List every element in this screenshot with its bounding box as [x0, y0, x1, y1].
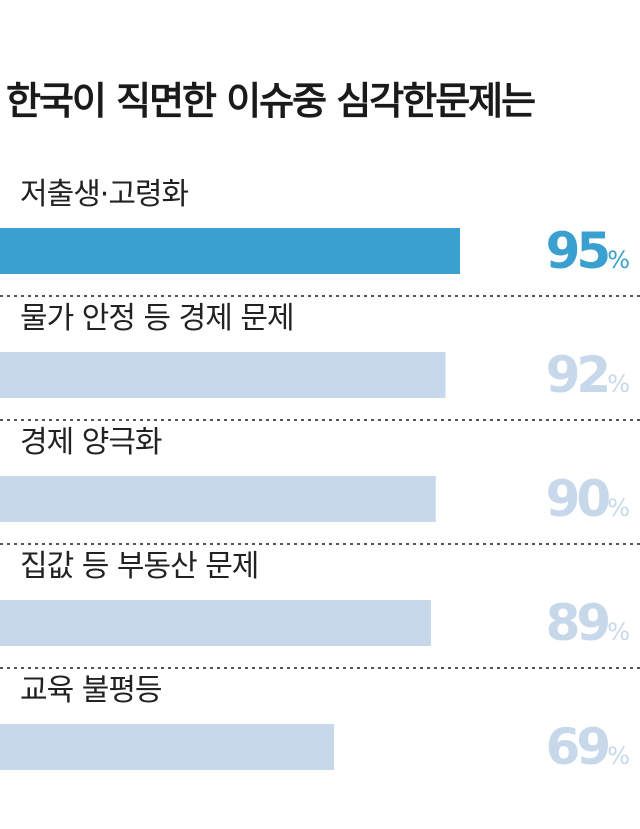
bar	[0, 724, 335, 770]
value-label: 92%	[546, 346, 630, 404]
value-unit: %	[607, 618, 630, 646]
category-label: 저출생·고령화	[20, 177, 189, 212]
value-number: 92	[546, 346, 608, 404]
bar	[0, 600, 431, 646]
value-number: 69	[546, 718, 609, 776]
value-number: 89	[546, 594, 609, 652]
bar	[0, 352, 446, 398]
value-unit: %	[607, 494, 630, 522]
value-label: 89%	[546, 594, 630, 652]
value-label: 69%	[546, 718, 630, 776]
value-unit: %	[607, 370, 630, 398]
value-unit: %	[607, 742, 630, 770]
chart-title: 한국이 직면한 이슈중 심각한문제는	[6, 79, 536, 123]
bar	[0, 476, 436, 522]
category-label: 교육 불평등	[20, 673, 162, 708]
value-unit: %	[607, 246, 630, 274]
category-label: 집값 등 부동산 문제	[20, 549, 258, 584]
value-number: 90	[546, 470, 610, 528]
value-label: 90%	[546, 470, 630, 528]
value-number: 95	[546, 222, 609, 280]
category-label: 물가 안정 등 경제 문제	[20, 301, 294, 336]
bar	[0, 228, 460, 274]
value-label: 95%	[546, 222, 630, 280]
category-label: 경제 양극화	[20, 425, 162, 460]
